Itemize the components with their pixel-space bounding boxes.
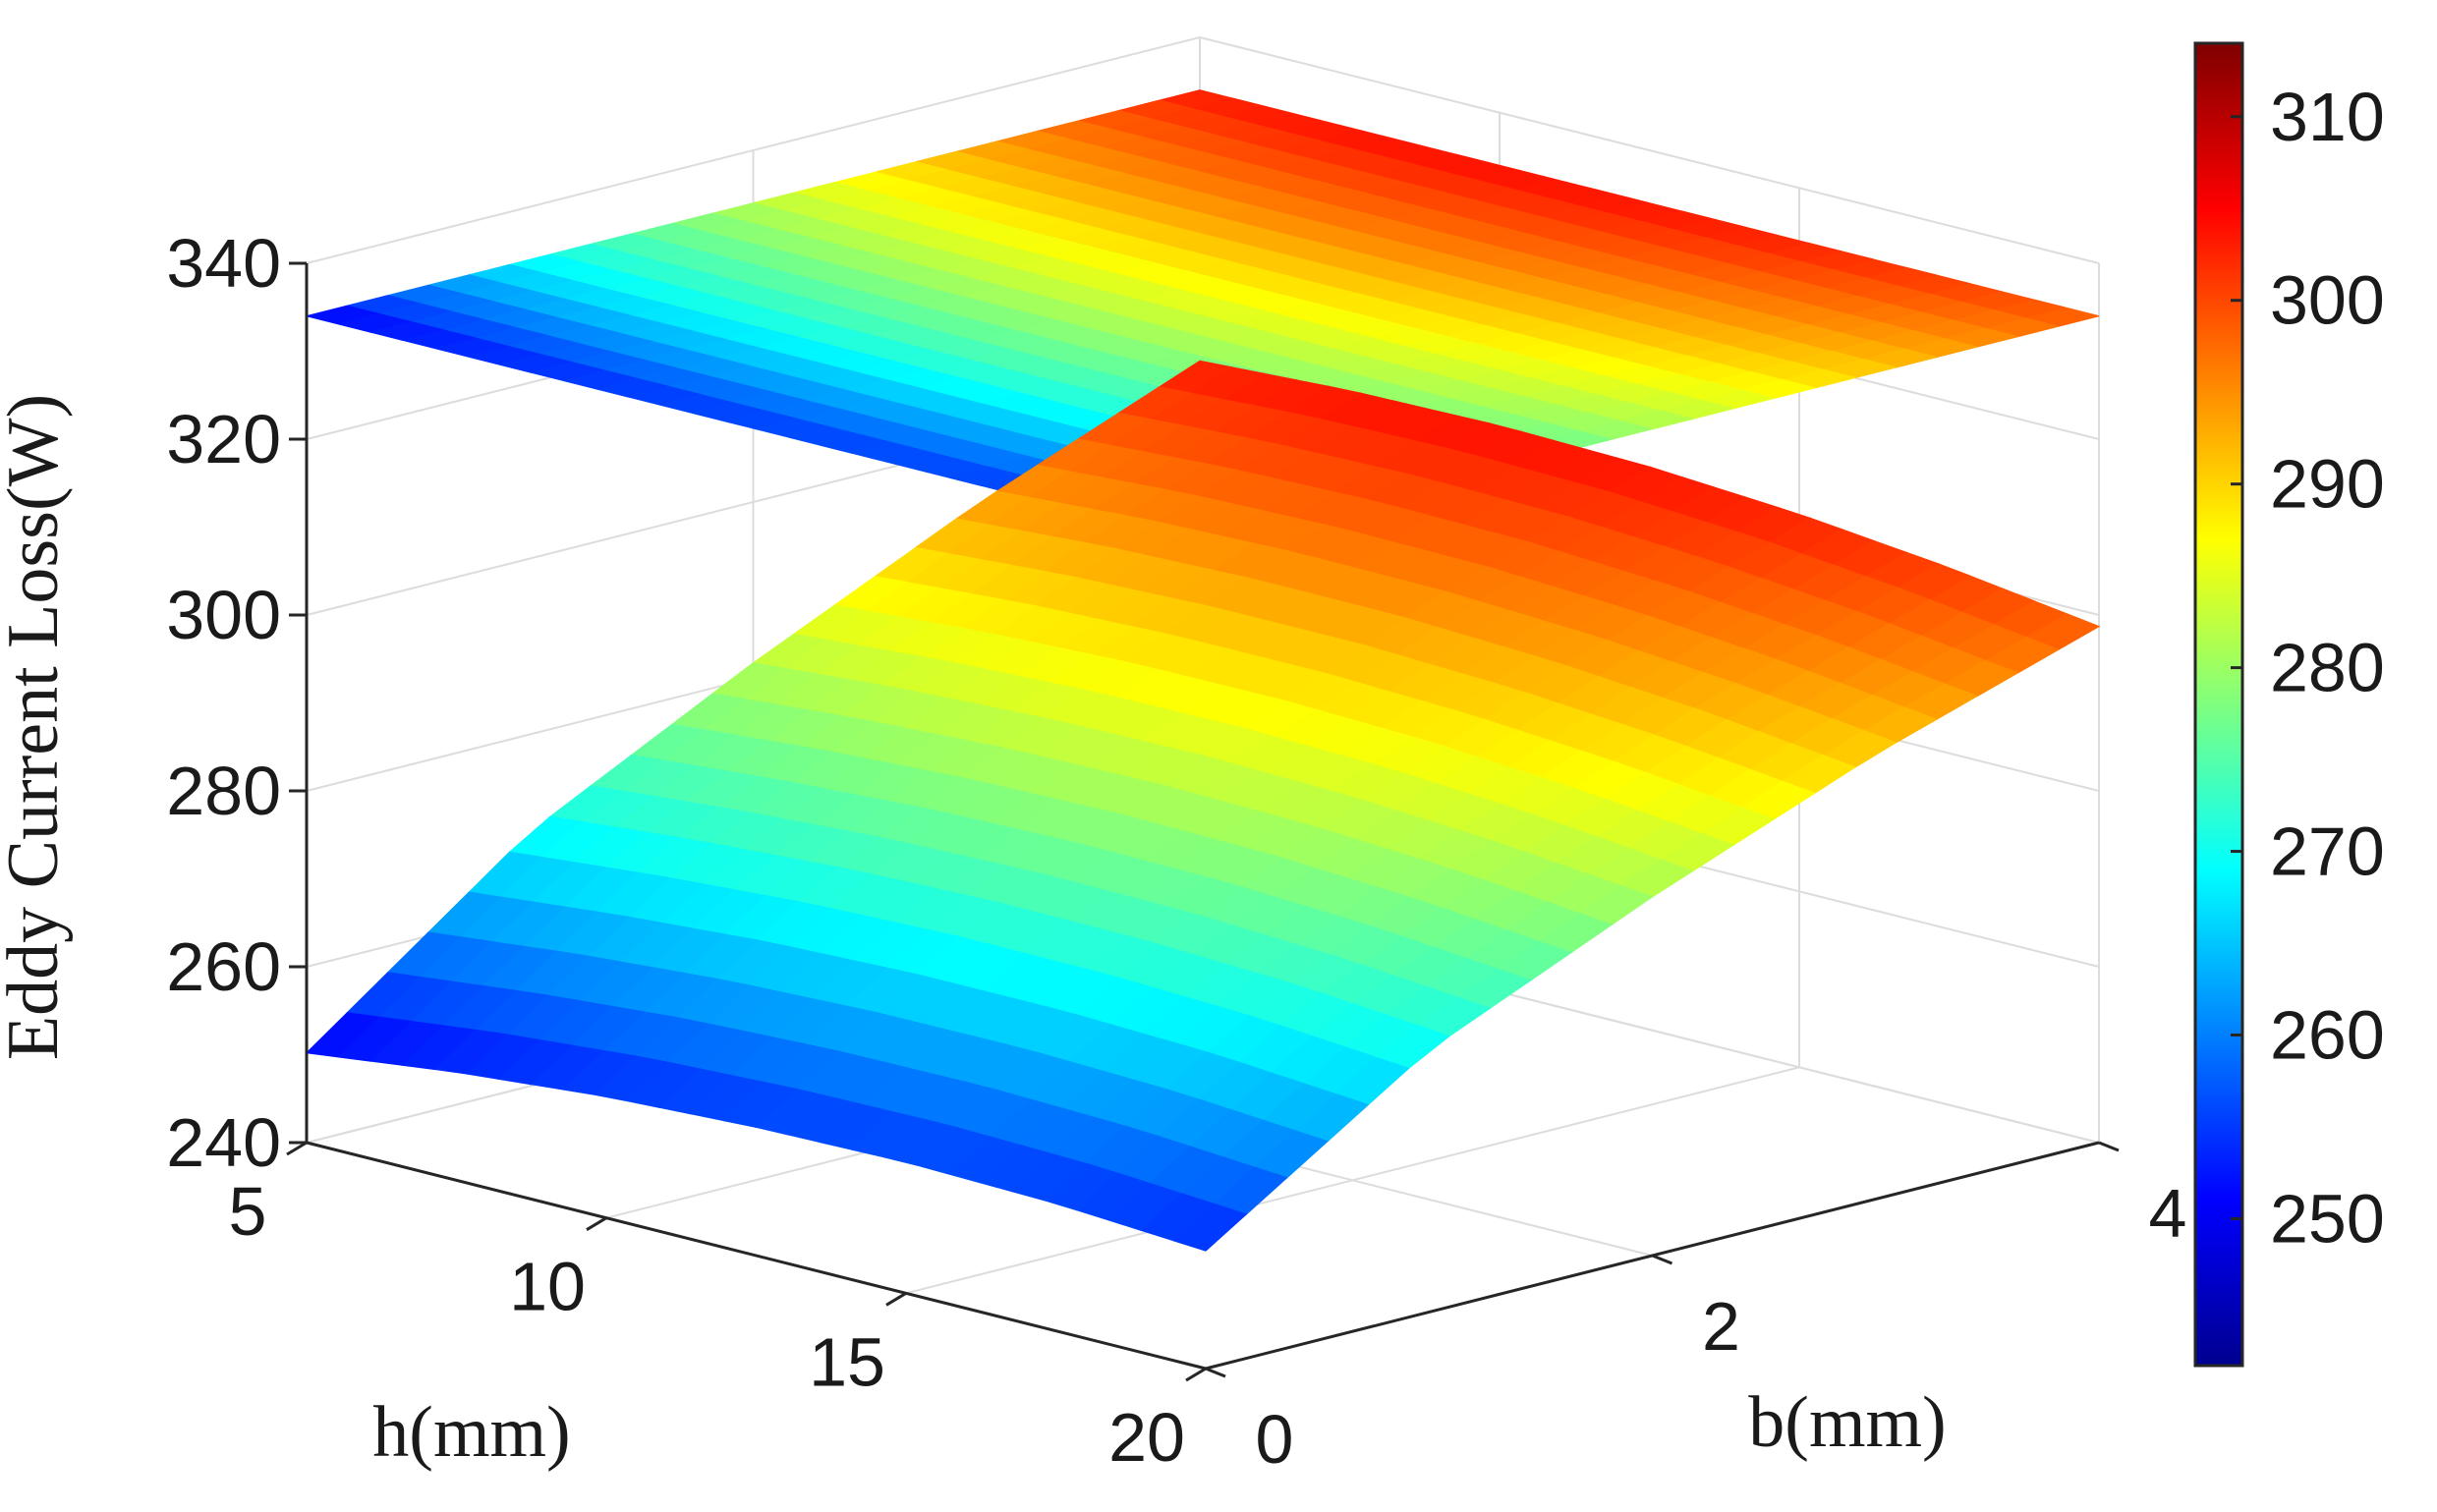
h-tick-label: 10 bbox=[509, 1249, 586, 1325]
b-tick-label: 2 bbox=[1702, 1288, 1740, 1365]
h-tick-label: 20 bbox=[1108, 1399, 1185, 1476]
colorbar-tick-label: 300 bbox=[2270, 262, 2385, 339]
colorbar-tick-label: 310 bbox=[2270, 79, 2385, 155]
h-tick bbox=[885, 1292, 907, 1307]
colorbar-gradient bbox=[2193, 41, 2244, 1368]
h-tick-label: 15 bbox=[809, 1323, 885, 1400]
h-axis-line bbox=[306, 1141, 1207, 1371]
surface-cell bbox=[1172, 1203, 1248, 1252]
z-tick-label: 320 bbox=[166, 401, 281, 477]
y-axis-label: b(mm) bbox=[1748, 1382, 1946, 1463]
b-tick-label: 0 bbox=[1256, 1401, 1294, 1478]
b-tick bbox=[1651, 1254, 1673, 1265]
colorbar-tick-label: 260 bbox=[2270, 997, 2385, 1074]
b-tick-label: 4 bbox=[2149, 1175, 2187, 1252]
colorbar-tick-label: 250 bbox=[2270, 1180, 2385, 1257]
surface-mesh bbox=[305, 360, 2101, 1252]
z-axis-label: Eddy Current Loss(W) bbox=[0, 394, 74, 1060]
colorbar-tick-label: 270 bbox=[2270, 813, 2385, 890]
z-tick-label: 340 bbox=[166, 225, 281, 302]
colorbar-tick-label: 280 bbox=[2270, 630, 2385, 706]
h-tick bbox=[586, 1216, 607, 1231]
axis-labels: Eddy Current Loss(W) h(mm) b(mm) bbox=[0, 394, 1947, 1473]
h-tick-label: 5 bbox=[229, 1173, 267, 1250]
b-tick bbox=[1205, 1367, 1226, 1378]
z-tick-label: 280 bbox=[166, 753, 281, 829]
z-tick-label: 300 bbox=[166, 577, 281, 653]
x-axis-label: h(mm) bbox=[372, 1392, 570, 1473]
axes: 240 260 280 300 320 340 5 10 15 20 0 2 4 bbox=[166, 225, 2186, 1478]
colorbar-tick-label: 290 bbox=[2270, 446, 2385, 523]
h-tick bbox=[1185, 1367, 1207, 1382]
b-tick bbox=[2098, 1141, 2120, 1152]
colorbar: 250 260 270 280 290 300 310 bbox=[2193, 41, 2385, 1368]
z-tick-label: 240 bbox=[166, 1104, 281, 1181]
z-tick-label: 260 bbox=[166, 928, 281, 1005]
h-tick bbox=[286, 1141, 308, 1156]
